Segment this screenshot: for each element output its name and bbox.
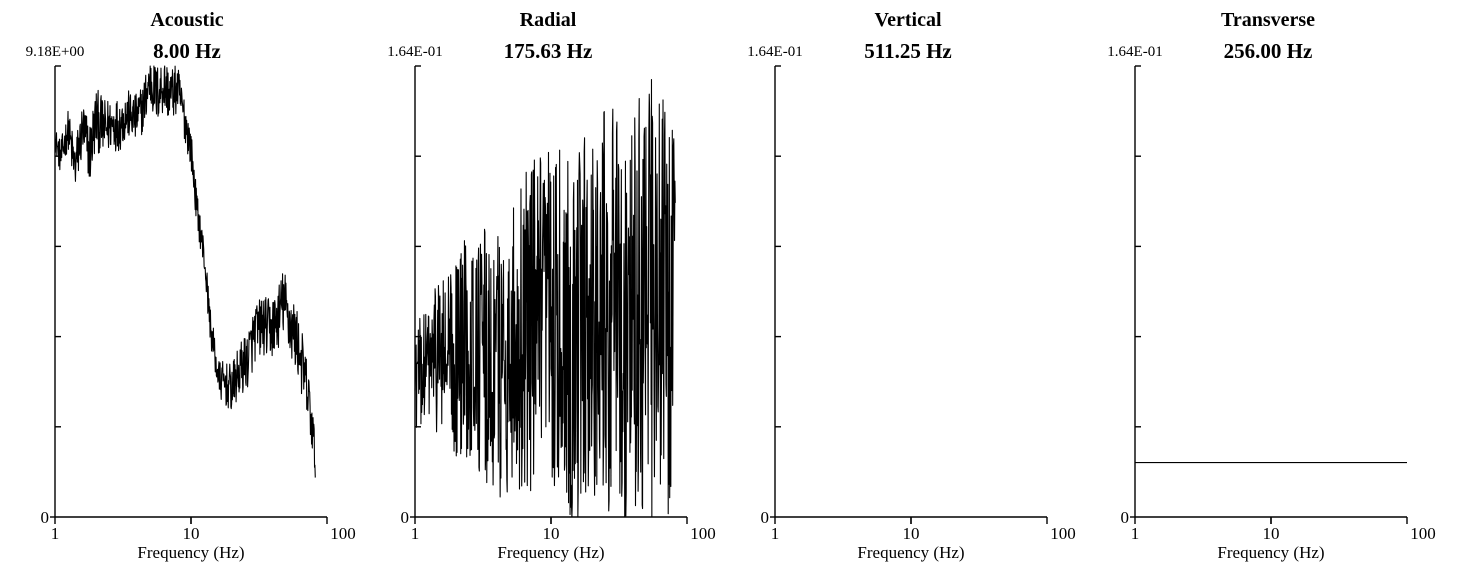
y-axis-min-label: 0	[761, 508, 770, 527]
x-tick-label: 10	[543, 524, 560, 543]
peak-frequency-label: 511.25 Hz	[864, 39, 952, 63]
panel-vertical: Vertical 511.25 Hz 1.64E-01 0 1 10 100 F…	[747, 9, 1075, 562]
axes-group	[1130, 65, 1408, 524]
y-axis-max-label: 9.18E+00	[26, 44, 85, 60]
x-tick-label: 100	[690, 524, 716, 543]
x-tick-label: 100	[330, 524, 356, 543]
x-axis-label: Frequency (Hz)	[497, 543, 604, 562]
x-tick-label: 10	[903, 524, 920, 543]
y-axis-max-label: 1.64E-01	[747, 44, 802, 60]
panel-title: Vertical	[874, 9, 941, 31]
x-tick-label: 1	[1131, 524, 1140, 543]
y-axis-min-label: 0	[401, 508, 410, 527]
panel-title: Acoustic	[150, 9, 223, 31]
x-tick-label: 1	[411, 524, 420, 543]
x-axis-label: Frequency (Hz)	[857, 543, 964, 562]
panel-transverse: Transverse 256.00 Hz 1.64E-01 0 1 10 100…	[1107, 9, 1435, 562]
peak-frequency-label: 256.00 Hz	[1224, 39, 1313, 63]
x-tick-label: 100	[1050, 524, 1076, 543]
x-tick-label: 1	[51, 524, 60, 543]
panel-radial: Radial 175.63 Hz 1.64E-01 0 1 10 100 Fre…	[387, 9, 715, 562]
peak-frequency-label: 8.00 Hz	[153, 39, 221, 63]
axes-group	[770, 65, 1048, 524]
panel-title: Radial	[520, 9, 577, 31]
spectrum-line	[54, 65, 316, 478]
panel-acoustic: Acoustic 8.00 Hz 9.18E+00 0 1 10 100 Fre…	[26, 9, 356, 562]
y-axis-min-label: 0	[1121, 508, 1130, 527]
x-tick-label: 10	[1263, 524, 1280, 543]
y-axis-max-label: 1.64E-01	[387, 44, 442, 60]
x-tick-label: 1	[771, 524, 780, 543]
series-group	[54, 65, 316, 478]
y-axis-min-label: 0	[41, 508, 50, 527]
spectrum-line	[414, 79, 676, 518]
panel-title: Transverse	[1221, 9, 1315, 31]
x-tick-label: 100	[1410, 524, 1436, 543]
series-group	[414, 79, 676, 518]
x-axis-label: Frequency (Hz)	[137, 543, 244, 562]
x-tick-label: 10	[183, 524, 200, 543]
x-axis-label: Frequency (Hz)	[1217, 543, 1324, 562]
peak-frequency-label: 175.63 Hz	[504, 39, 593, 63]
y-axis-max-label: 1.64E-01	[1107, 44, 1162, 60]
axes-group	[50, 65, 328, 524]
